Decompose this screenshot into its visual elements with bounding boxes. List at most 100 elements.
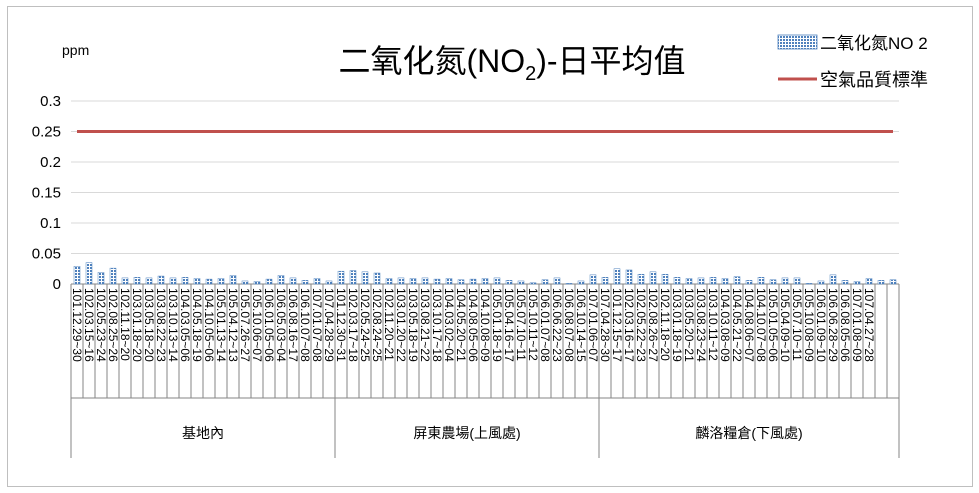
x-tick-label: 104.03.02~04 [442,288,456,362]
bar [781,277,789,285]
bar [625,269,633,285]
x-tick-label: 105.07.26~27 [238,288,252,362]
x-tick-label: 106.08.16~17 [286,288,300,362]
x-tick-label: 106.01.09~10 [814,288,828,362]
bar [721,278,729,285]
bar [613,268,621,285]
bar [289,277,297,285]
x-tick-label: 106.01.07~08 [538,288,552,362]
x-tick-label: 102.03.16~17 [622,288,636,362]
bar [793,277,801,285]
x-tick-label: 106.10.14~15 [574,288,588,362]
bar [253,281,261,285]
x-tick-label: 102.03.15~16 [82,288,96,362]
x-tick-label: 105.10.11~12 [526,288,540,361]
x-tick-label: 104.08.05~06 [466,288,480,362]
x-tick-label: 103.08.21~22 [418,288,432,362]
bar [697,277,705,285]
bar [865,278,873,285]
bar [205,278,213,285]
bar [589,274,597,285]
x-tick-label: 106.06.28~29 [826,288,840,362]
x-tick-label: 104.03.05~06 [178,288,192,362]
x-tick-label: 102.05.22~23 [634,288,648,362]
bar [385,278,393,285]
x-tick-label: 104.10.05~06 [202,288,216,362]
x-tick-label: 102.03.17~18 [346,288,360,362]
bar [877,280,885,285]
x-tick-label: 101.12.15~17 [610,288,624,362]
legend-label-no2: 二氧化氮NO 2 [820,34,928,53]
x-group-label: 屏東農場(上風處) [413,425,520,441]
x-tick-label: 105.10.08~09 [802,288,816,362]
y-tick-label: 0.15 [32,185,61,202]
bar [529,282,537,285]
x-tick-label: 102.11.18~20 [118,288,132,361]
y-tick-label: 0 [53,276,61,293]
bar [481,278,489,285]
y-tick-label: 0.1 [40,215,61,232]
x-tick-label: 103.10.13~14 [166,288,180,362]
x-tick-label: 101.12.30~31 [334,288,348,362]
x-tick-label: 106.06.22~23 [550,288,564,362]
x-tick-label: 103.10.11~12 [706,288,720,361]
bar [553,277,561,285]
bars [73,262,897,285]
x-tick-label: 105.01.13~14 [214,288,228,362]
x-tick-label: 103.05.20~21 [682,288,696,362]
bar [769,279,777,285]
bar [109,267,117,285]
bar [457,279,465,285]
x-tick-label: 103.05.18~19 [406,288,420,362]
bar [409,278,417,285]
bar [661,273,669,285]
bar [601,277,609,285]
bar [469,278,477,285]
x-tick-label: 105.04.12~13 [226,288,240,362]
bar [817,280,825,285]
bar [445,278,453,285]
bar [265,278,273,285]
bar [229,275,237,285]
x-tick-label: 104.05.21~22 [730,288,744,362]
y-tick-label: 0.2 [40,154,61,171]
bar [169,277,177,285]
bar [541,279,549,285]
legend: 二氧化氮NO 2 空氣品質標準 [777,34,928,90]
bar [805,283,813,285]
x-tick-label: 103.08.23~24 [694,288,708,362]
bar [373,272,381,285]
bar [85,262,93,285]
x-tick-label: 105.10.06~07 [250,288,264,362]
bar [517,280,525,285]
bar [277,275,285,285]
x-tick-label: 105.07.10~11 [514,288,528,361]
bar [637,273,645,285]
legend-swatch-no2 [777,34,818,50]
bar [349,270,357,285]
x-tick-label: 106.05.03~04 [274,288,288,362]
x-tick-label: 105.01.05~06 [766,288,780,362]
y-axis-ticks: 0 0.05 0.1 0.15 0.2 0.25 0.3 [32,93,61,293]
x-tick-label: 105.07.10~11 [790,288,804,361]
bar [733,276,741,285]
bar [157,275,165,285]
x-tick-label: 104.05.20~21 [454,288,468,362]
bar [841,280,849,285]
x-tick-label: 104.05.18~19 [190,288,204,362]
x-tick-label: 107.04.28~29 [322,288,336,362]
x-tick-label: 106.08.07~08 [562,288,576,362]
bar [313,278,321,285]
bar [709,277,717,285]
bar [889,279,897,285]
x-tick-label: 103.01.20~22 [394,288,408,362]
bar [145,277,153,285]
bar [217,278,225,285]
bar [649,271,657,285]
bar [73,266,81,285]
x-tick-label: 102.05.23~24 [94,288,108,362]
x-axis: 101.12.29~30102.03.15~16102.05.23~24102.… [70,284,900,458]
x-group-label: 基地內 [182,425,224,441]
